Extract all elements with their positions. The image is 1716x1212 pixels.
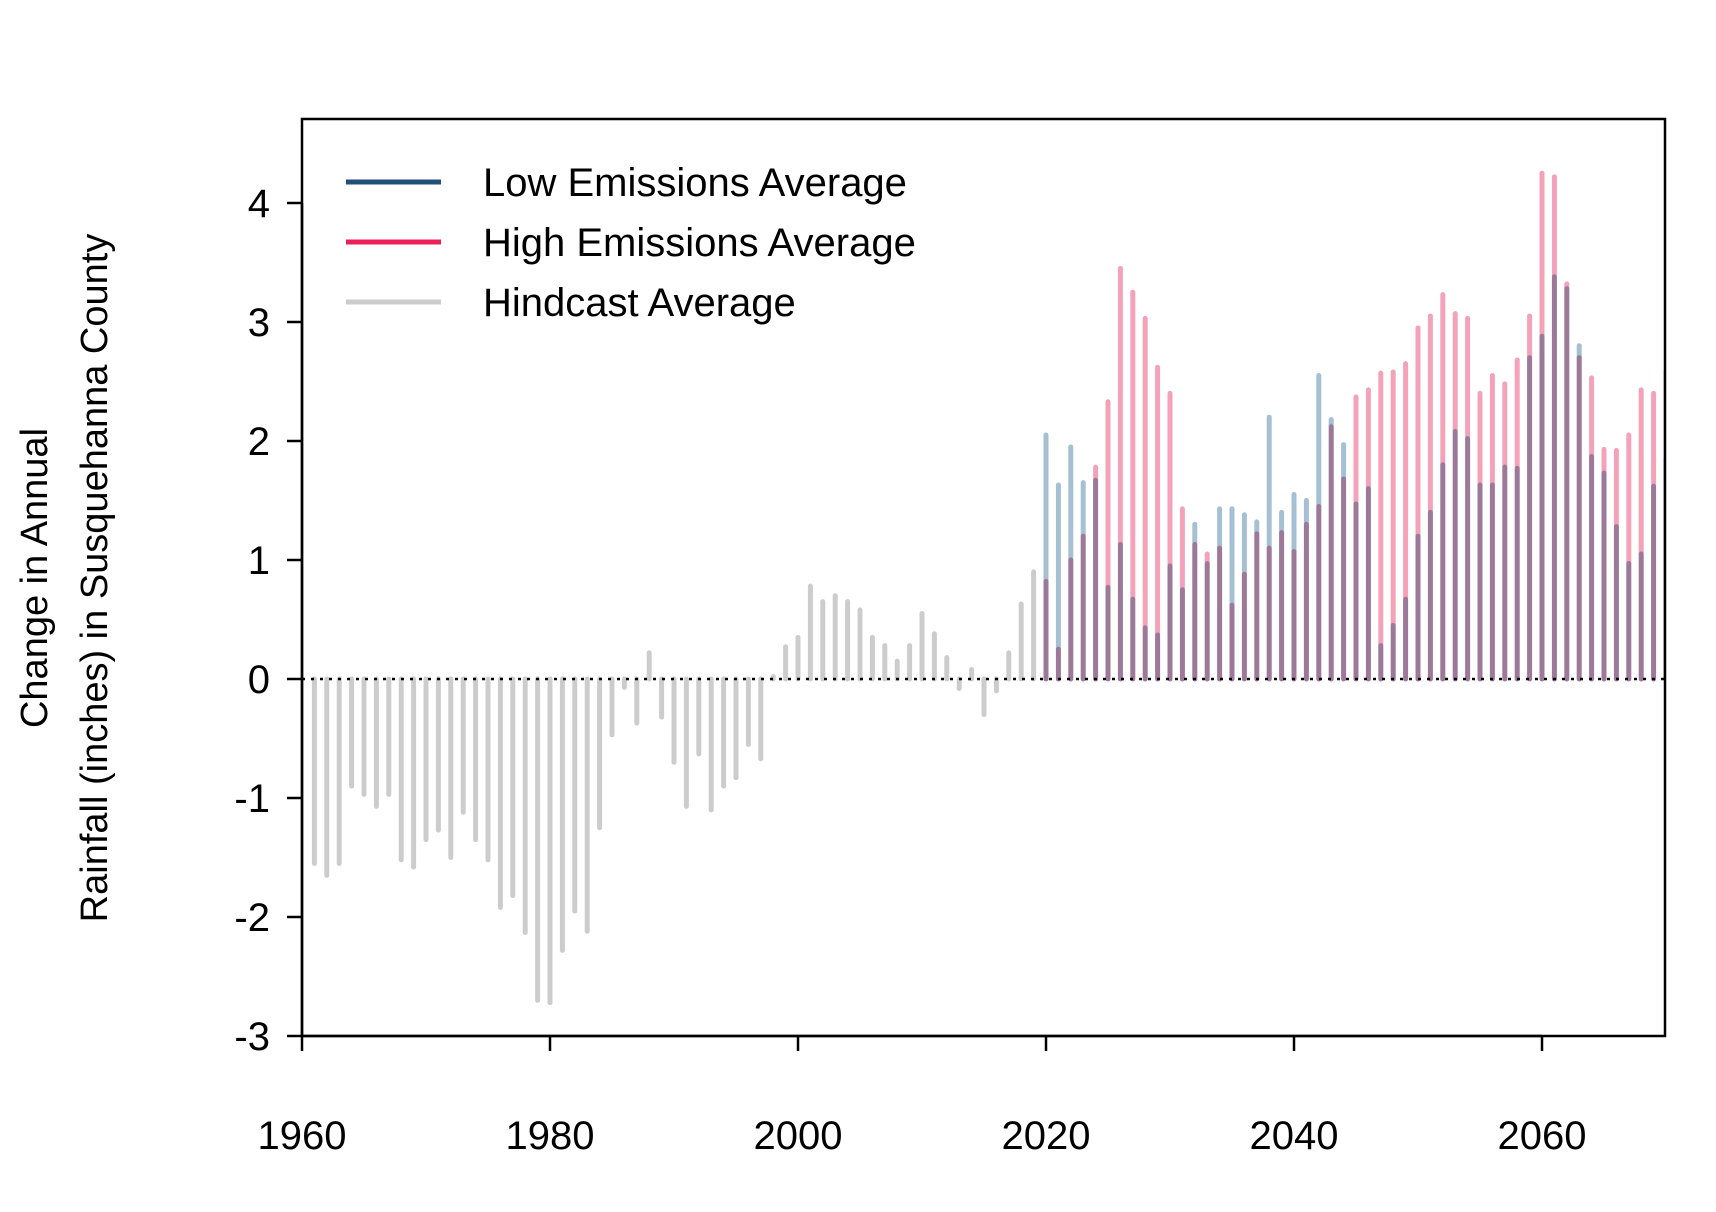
x-tick-label: 1980 bbox=[506, 1114, 595, 1158]
y-axis: -3 -2 -1 0 1 2 3 4 bbox=[234, 182, 304, 1059]
x-tick-label: 2040 bbox=[1250, 1114, 1339, 1158]
y-tick-label: 4 bbox=[248, 182, 270, 226]
bar-marks bbox=[311, 170, 1665, 1006]
y-axis-title-line1: Change in Annual bbox=[14, 428, 56, 728]
legend-label: Hindcast Average bbox=[483, 281, 796, 325]
legend: Low Emissions Average High Emissions Aver… bbox=[346, 161, 916, 325]
y-tick-label: -2 bbox=[234, 896, 270, 940]
y-tick-label: -1 bbox=[234, 777, 270, 821]
y-tick-label: 1 bbox=[248, 539, 270, 583]
y-axis-title: Change in Annual Rainfall (inches) in Su… bbox=[14, 234, 116, 923]
y-tick-label: 0 bbox=[248, 658, 270, 702]
legend-label: Low Emissions Average bbox=[483, 161, 907, 205]
y-tick-label: 2 bbox=[248, 420, 270, 464]
series-low-emissions-average bbox=[1043, 274, 1665, 682]
x-axis: 1960 1980 2000 2020 2040 2060 bbox=[258, 1034, 1587, 1158]
y-tick-label: 3 bbox=[248, 301, 270, 345]
x-tick-label: 2020 bbox=[1002, 1114, 1091, 1158]
x-tick-label: 2000 bbox=[754, 1114, 843, 1158]
y-tick-label: -3 bbox=[234, 1015, 270, 1059]
y-axis-title-line2: Rainfall (inches) in Susquehanna County bbox=[74, 234, 116, 923]
series-hindcast-average bbox=[311, 569, 1037, 1006]
x-tick-label: 2060 bbox=[1498, 1114, 1587, 1158]
x-tick-label: 1960 bbox=[258, 1114, 347, 1158]
legend-label: High Emissions Average bbox=[483, 221, 916, 265]
